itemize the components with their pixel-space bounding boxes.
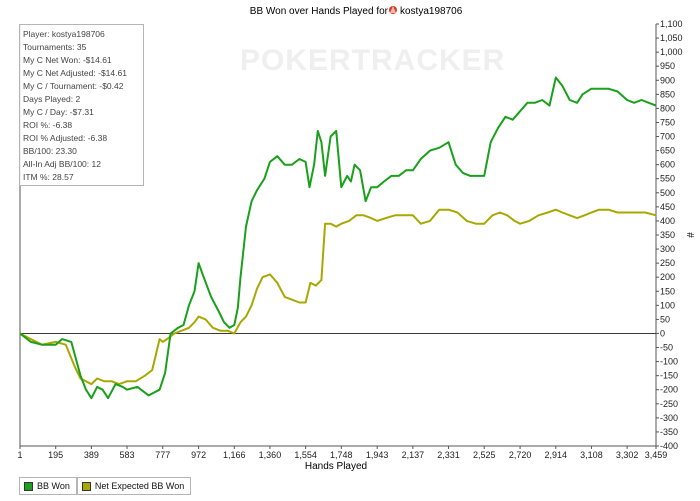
y-tick-label: 550 [660, 174, 675, 184]
y-tick-label: -200 [660, 385, 678, 395]
y-tick-label: 1,000 [660, 47, 683, 57]
y-tick-label: 450 [660, 202, 675, 212]
x-tick-label: 2,525 [473, 450, 496, 460]
x-tick-label: 3,108 [580, 450, 603, 460]
y-tick-label: 0 [660, 328, 665, 338]
x-tick-label: 3,302 [616, 450, 639, 460]
stats-line: My C / Tournament: -$0.42 [23, 81, 124, 91]
stats-line: ITM %: 28.57 [23, 172, 74, 182]
x-tick-label: 1,943 [366, 450, 389, 460]
stats-line: ROI % Adjusted: -6.38 [23, 133, 108, 143]
y-tick-label: 150 [660, 286, 675, 296]
x-tick-label: 389 [84, 450, 99, 460]
y-tick-label: 900 [660, 75, 675, 85]
chart-title-player: kostya198706 [400, 6, 463, 17]
y-tick-label: 700 [660, 132, 675, 142]
y-axis: -400 -350 -300 -250 -200 -150 -100 -50 0 50 100 150… [656, 19, 683, 451]
x-axis-label: Hands Played [305, 461, 367, 472]
y-tick-label: -300 [660, 413, 678, 423]
x-tick-label: 1 [17, 450, 22, 460]
x-tick-label: 3,459 [645, 450, 668, 460]
x-tick-label: 2,331 [437, 450, 460, 460]
legend-swatch-bb-won [24, 481, 33, 491]
y-tick-label: -50 [660, 343, 673, 353]
y-tick-label: 1,050 [660, 33, 683, 43]
stats-line: My C / Day: -$7.31 [23, 107, 94, 117]
x-tick-label: 1,554 [294, 450, 317, 460]
stats-line: My C Net Adjusted: -$14.61 [23, 68, 127, 78]
player-icon [389, 6, 397, 14]
legend: BB Won Net Expected BB Won [19, 477, 192, 495]
legend-label-net-expected: Net Expected BB Won [94, 481, 185, 491]
x-axis: 1 195 389 583 777 972 1,166 1,360 1,554 1,748 1,94… [17, 446, 667, 460]
x-tick-label: 1,166 [223, 450, 246, 460]
watermark-logo: POKERTRACKER [240, 44, 505, 77]
y-tick-label: -400 [660, 441, 678, 451]
y-tick-label: 950 [660, 61, 675, 71]
x-tick-label: 777 [155, 450, 170, 460]
y-tick-label: -150 [660, 371, 678, 381]
x-tick-label: 195 [48, 450, 63, 460]
series-line-net-expected [19, 208, 657, 386]
x-tick-label: 1,748 [330, 450, 353, 460]
legend-label-bb-won: BB Won [37, 481, 70, 491]
y-tick-label: -350 [660, 427, 678, 437]
stats-line: Tournaments: 35 [23, 42, 87, 52]
y-tick-label: 600 [660, 160, 675, 170]
y-tick-label: 350 [660, 230, 675, 240]
stats-line: My C Net Won: -$14.61 [23, 55, 112, 65]
y-tick-label: 850 [660, 89, 675, 99]
stats-line: Days Played: 2 [23, 94, 81, 104]
legend-item-net-expected[interactable]: Net Expected BB Won [76, 477, 192, 495]
y-tick-label: 50 [660, 314, 670, 324]
legend-item-bb-won[interactable]: BB Won [19, 477, 77, 495]
y-tick-label: 200 [660, 272, 675, 282]
y-tick-label: 650 [660, 146, 675, 156]
legend-swatch-net-expected [81, 481, 91, 491]
stats-line: All-In Adj BB/100: 12 [23, 159, 101, 169]
y-tick-label: 400 [660, 216, 675, 226]
x-tick-label: 2,720 [509, 450, 532, 460]
y-tick-label: 1,100 [660, 19, 683, 29]
y-tick-label: 500 [660, 188, 675, 198]
y-axis-label: # [684, 232, 695, 238]
y-tick-label: -100 [660, 357, 678, 367]
y-tick-label: 300 [660, 244, 675, 254]
stats-line: ROI %: -6.38 [23, 120, 73, 130]
series-line-bb-won [19, 76, 657, 400]
stats-line: Player: kostya198706 [23, 29, 105, 39]
x-tick-label: 2,914 [544, 450, 567, 460]
chart-title: BB Won over Hands Played for kostya19870… [250, 6, 463, 17]
chart-title-prefix: BB Won over Hands Played for [250, 6, 389, 17]
stats-line: BB/100: 23.30 [23, 146, 77, 156]
y-tick-label: 800 [660, 103, 675, 113]
x-tick-label: 1,360 [259, 450, 282, 460]
x-tick-label: 972 [191, 450, 206, 460]
x-tick-label: 2,137 [402, 450, 425, 460]
y-tick-label: 250 [660, 258, 675, 268]
stats-panel: Player: kostya198706 Tournaments: 35 My C … [19, 24, 144, 186]
plot-area [19, 24, 657, 447]
y-tick-label: -250 [660, 399, 678, 409]
y-tick-label: 100 [660, 300, 675, 310]
y-tick-label: 750 [660, 117, 675, 127]
x-tick-label: 583 [120, 450, 135, 460]
